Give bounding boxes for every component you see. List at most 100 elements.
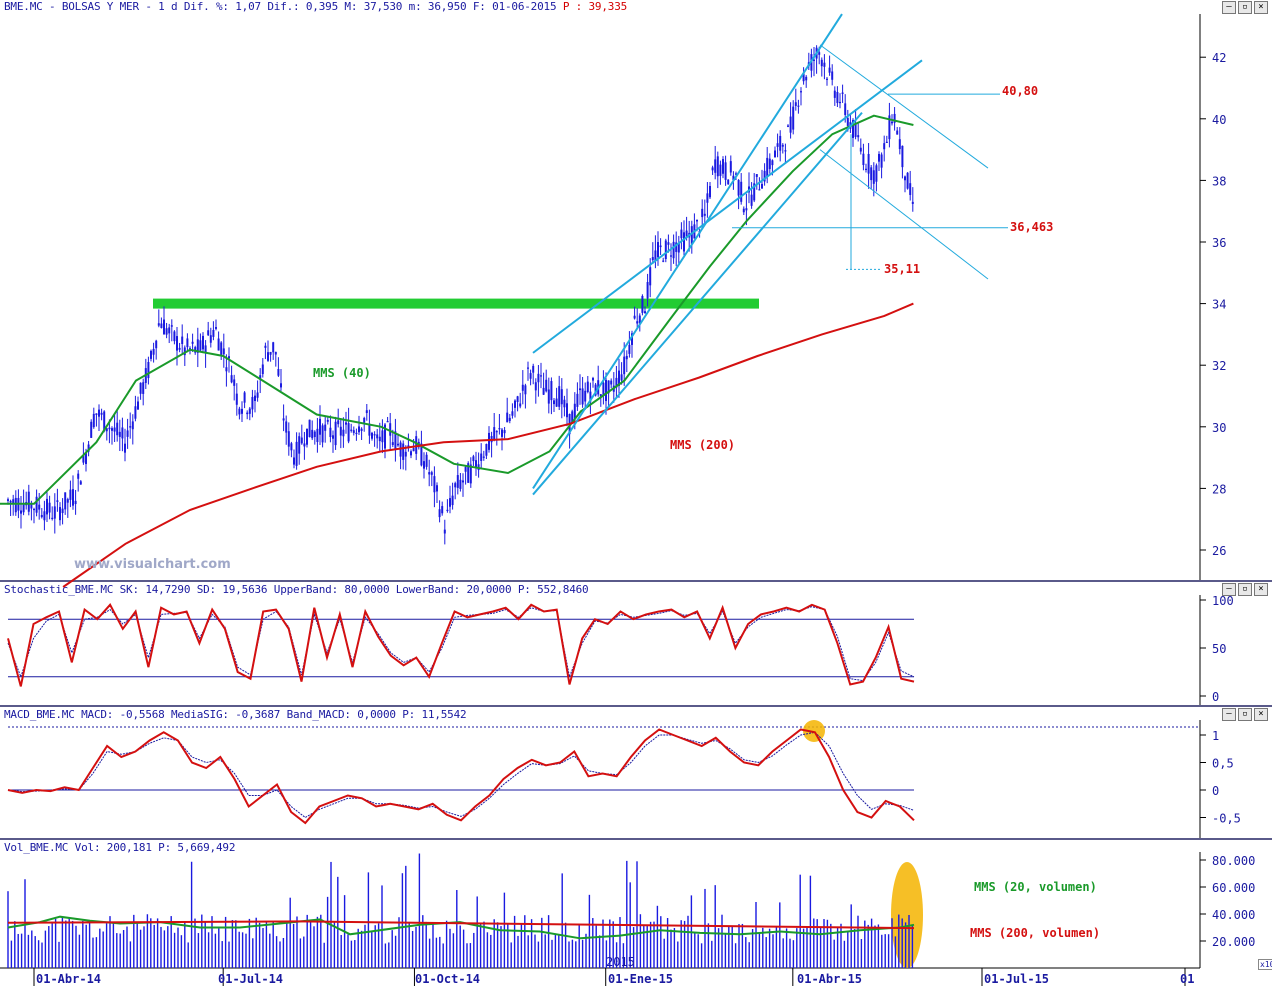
price-candle-body [7,499,9,501]
price-candle-body [563,399,566,408]
maximize-icon[interactable]: ▫ [1238,583,1252,596]
price-candle-body [178,347,181,350]
level-36463-label: 36,463 [1010,220,1054,234]
x-label-apr14: 01-Abr-14 [36,972,102,986]
price-candle-body [545,379,548,392]
price-candle-body [833,90,836,98]
price-candle-body [30,503,33,509]
price-candle-body [303,443,306,447]
price-candle-body [716,156,719,177]
price-candle-body [103,411,106,432]
price-candle-body [514,400,516,408]
price-candle-body [550,381,553,401]
stoch-y-tick-label: 100 [1212,594,1234,608]
price-candle-body [82,455,85,463]
panel-separator [0,838,1272,840]
price-candle-body [896,130,899,135]
price-candle-body [121,427,124,439]
vol-y-tick-label: 80.000 [1212,854,1255,868]
price-candle-body [781,144,784,147]
price-candle-body [35,496,38,513]
price-candle-body [589,391,592,402]
level-3511-label: 35,11 [884,262,921,276]
price-candle-body [95,413,98,415]
close-icon[interactable]: × [1254,708,1268,721]
price-candle-body [506,412,509,423]
price-candle-body [248,408,251,414]
price-candle-body [511,411,514,416]
price-candle-body [157,323,160,326]
macd-panel: MACD_BME.MC MACD: -0,5568 MediaSIG: -0,3… [0,707,1272,839]
price-candle-body [261,364,264,375]
price-candle-body [355,432,358,435]
minimize-icon[interactable]: – [1222,1,1236,14]
price-candle-body [740,181,743,202]
price-candle-body [350,429,353,431]
price-candle-body [532,365,535,373]
price-candle-body [186,338,189,348]
price-candle-body [818,52,821,55]
price-candle-body [737,180,740,196]
x-label-next: 01 [1180,972,1195,986]
price-candle-body [433,476,436,493]
price-candle-body [254,395,256,402]
price-candle-body [215,327,217,329]
price-candle-body [859,147,862,152]
price-candle-body [129,426,132,428]
price-candle-body [501,429,503,437]
price-candle-body [306,428,308,445]
price-candle-body [602,382,605,396]
price-candle-body [865,168,867,170]
maximize-icon[interactable]: ▫ [1238,708,1252,721]
price-candle-body [441,506,444,514]
price-candle-body [287,431,290,447]
price-y-tick-label: 40 [1212,113,1226,127]
price-candle-body [753,183,756,201]
price-y-tick-label: 34 [1212,298,1226,312]
price-candle-body [878,153,880,162]
price-candle-body [212,329,215,337]
price-candle-body [670,255,672,257]
price-candle-body [677,243,680,253]
price-candle-body [66,499,69,503]
price-candle-body [599,394,602,397]
close-icon[interactable]: × [1254,1,1268,14]
macd-line [7,728,915,825]
price-candle-body [105,428,108,432]
price-candle-body [14,497,17,513]
panel-separator [0,580,1272,582]
price-candle-body [774,150,776,158]
price-candle-body [131,421,134,430]
price-candle-body [183,347,186,356]
minimize-icon[interactable]: – [1222,583,1236,596]
price-candle-body [300,437,303,444]
price-candle-body [22,504,25,513]
price-candle-body [116,422,119,436]
price-candle-body [766,157,769,177]
price-candle-body [449,498,451,507]
scale-indicator: x10 [1258,959,1272,970]
maximize-icon[interactable]: ▫ [1238,1,1252,14]
price-candle-body [446,509,449,511]
price-candle-body [85,453,87,465]
price-candle-body [472,456,475,462]
close-icon[interactable]: × [1254,583,1268,596]
price-candle-body [134,406,137,419]
price-candle-body [755,174,758,177]
price-candle-body [498,428,501,430]
year-marker: 2015 [606,955,635,969]
price-candle-body [488,432,490,450]
price-candle-body [243,392,246,403]
price-candle-body [160,323,163,328]
price-y-tick-label: 32 [1212,359,1226,373]
price-candle-body [92,413,95,428]
minimize-icon[interactable]: – [1222,708,1236,721]
price-candle-body [485,443,488,456]
price-candle-body [282,418,285,421]
price-candle-body [495,431,498,433]
price-candle-body [729,161,732,173]
price-candle-body [779,135,782,151]
price-candle-body [251,396,254,410]
price-candle-body [787,125,789,127]
price-candle-body [888,115,891,140]
